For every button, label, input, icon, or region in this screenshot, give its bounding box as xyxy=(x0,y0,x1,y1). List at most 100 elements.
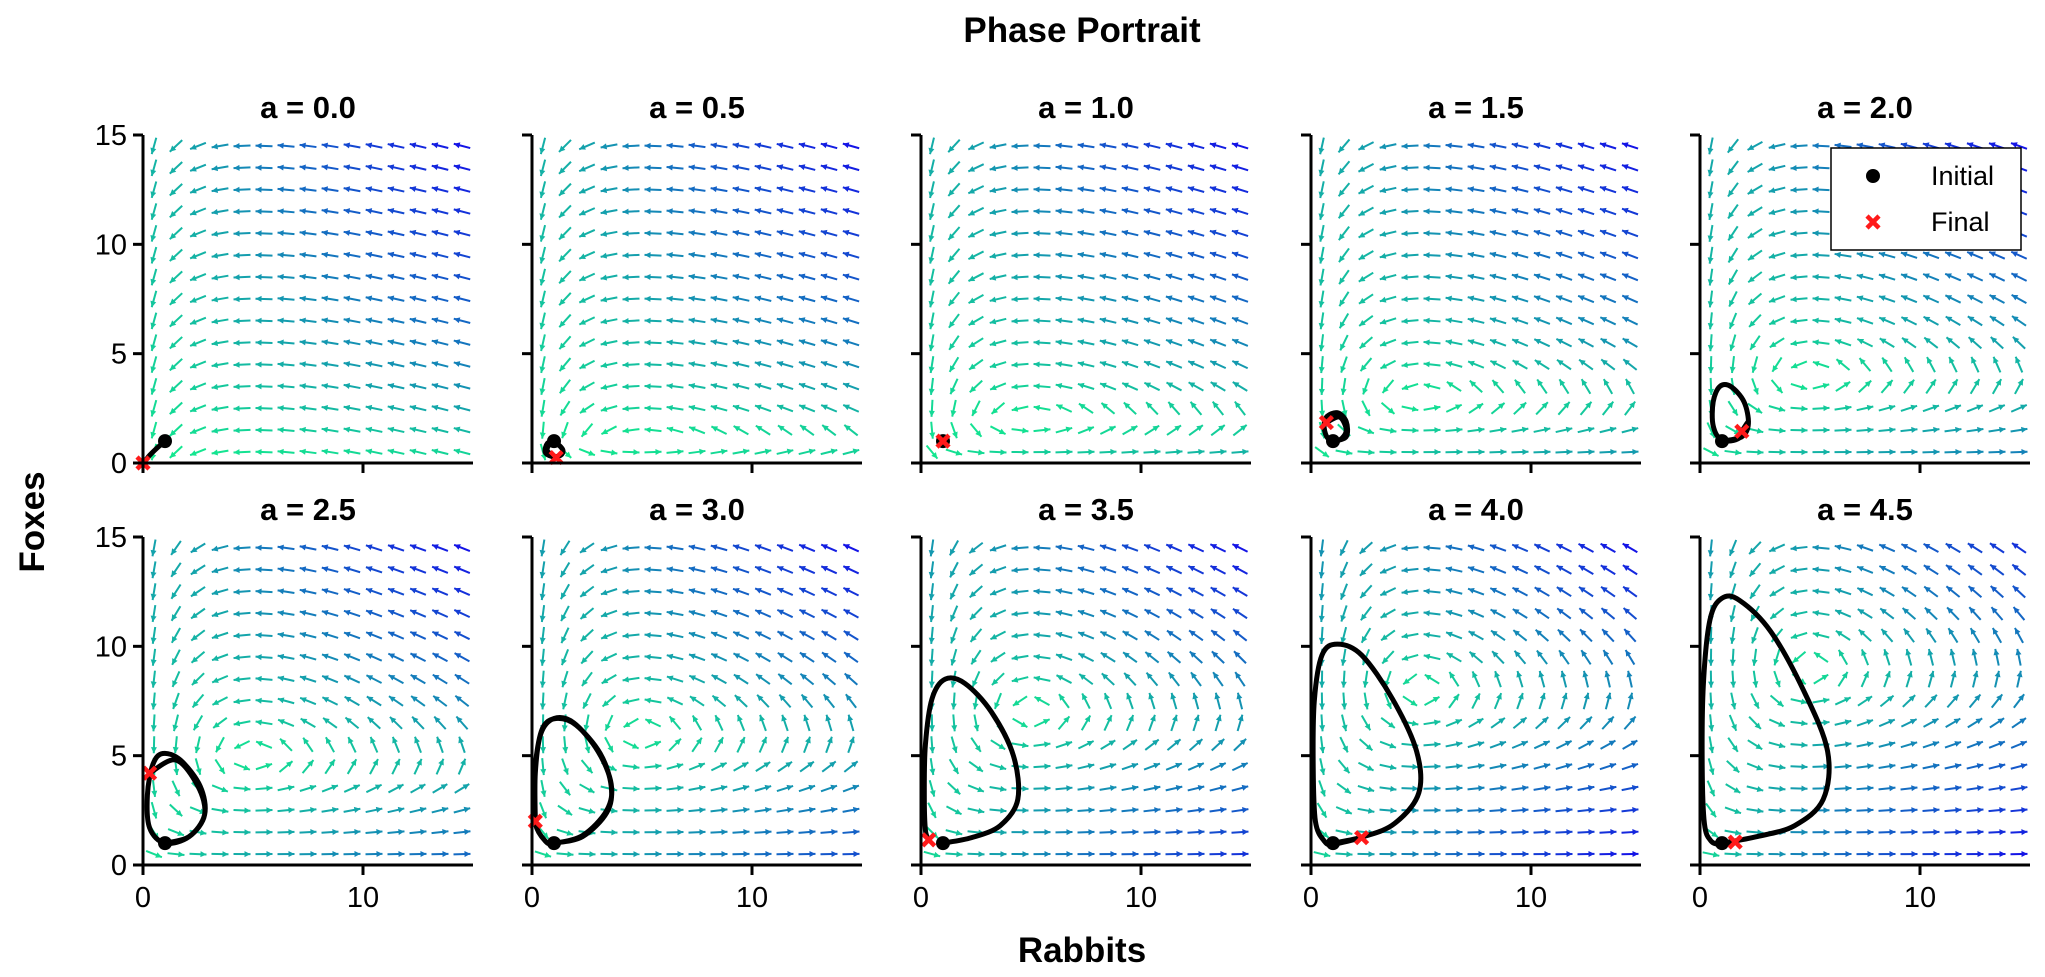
vector-arrowhead xyxy=(799,609,807,616)
vector-arrowhead xyxy=(755,609,762,616)
vector-arrowhead xyxy=(764,784,772,791)
vector-arrowhead xyxy=(288,851,295,858)
vector-arrowhead xyxy=(1020,721,1028,728)
vector-arrowhead xyxy=(831,851,838,858)
vector-arrowhead xyxy=(666,588,674,595)
vector-arrowhead xyxy=(277,317,284,324)
vector-arrowhead xyxy=(843,609,851,615)
vector-arrowhead xyxy=(1581,650,1588,657)
vector-arrowhead xyxy=(1174,425,1182,432)
vector-arrowhead xyxy=(1500,807,1507,814)
vector-arrowhead xyxy=(1534,565,1542,572)
vector-arrowhead xyxy=(1360,591,1367,598)
vector-arrowhead xyxy=(1790,296,1797,303)
vector-arrowhead xyxy=(1055,339,1062,346)
vector-arrowhead xyxy=(1150,714,1156,722)
vector-arrowhead xyxy=(1188,360,1195,367)
vector-arrowhead xyxy=(1232,544,1240,550)
vector-arrowhead xyxy=(579,209,586,216)
vector-arrowhead xyxy=(1923,565,1931,572)
vector-arrowhead xyxy=(387,317,395,324)
vector-arrowhead xyxy=(190,165,197,172)
vector-arrowhead xyxy=(710,588,718,594)
vector-arrowhead xyxy=(633,851,640,858)
panel-title: a = 0.0 xyxy=(260,90,356,125)
vector-arrowhead xyxy=(1423,566,1430,573)
vector-arrowhead xyxy=(1735,449,1742,456)
vector-arrowhead xyxy=(1578,586,1586,593)
vector-arrowhead xyxy=(1999,851,2006,858)
vector-arrowhead xyxy=(233,427,240,434)
vector-arrowhead xyxy=(851,761,858,768)
vector-arrowhead xyxy=(321,208,329,215)
vector-arrowhead xyxy=(1707,279,1714,286)
vector-arrowhead xyxy=(365,339,373,346)
vector-arrowhead xyxy=(989,209,997,215)
vector-arrowhead xyxy=(695,737,702,745)
vector-arrowhead xyxy=(150,409,157,417)
vector-arrowhead xyxy=(1055,230,1062,237)
vector-arrowhead xyxy=(1000,851,1007,858)
vector-arrowhead xyxy=(977,786,984,793)
vector-arrowhead xyxy=(1843,381,1851,388)
vector-arrowhead xyxy=(610,449,618,456)
vector-arrowhead xyxy=(370,736,376,744)
vector-arrowhead xyxy=(1044,829,1051,836)
vector-arrowhead xyxy=(1011,588,1018,595)
vector-arrowhead xyxy=(1801,405,1808,412)
initial-point xyxy=(1715,836,1729,851)
vector-arrowhead xyxy=(1364,409,1370,416)
vector-arrowhead xyxy=(1100,382,1107,389)
vector-arrowhead xyxy=(299,273,306,280)
vector-arrowhead xyxy=(622,632,629,639)
vector-arrowhead xyxy=(233,545,240,552)
vector-arrowhead xyxy=(1976,763,1984,769)
vector-arrowhead xyxy=(1727,167,1734,175)
vector-arrowhead xyxy=(310,829,317,836)
vector-arrowhead xyxy=(1165,339,1173,345)
vector-arrowhead xyxy=(1489,164,1497,171)
vector-arrowhead xyxy=(150,147,157,155)
vector-arrowhead xyxy=(667,697,674,703)
vector-arrowhead xyxy=(431,339,439,346)
vector-arrowhead xyxy=(1210,544,1218,550)
vector-arrowhead xyxy=(733,674,741,681)
vector-arrowhead xyxy=(1577,207,1585,214)
vector-arrowhead xyxy=(1577,142,1585,149)
vector-arrowhead xyxy=(1801,741,1808,748)
vector-arrowhead xyxy=(1729,366,1736,374)
vector-arrowhead xyxy=(1731,408,1738,416)
vector-arrowhead xyxy=(989,143,997,150)
vector-arrowhead xyxy=(989,296,997,303)
vector-arrowhead xyxy=(1622,229,1629,236)
vector-arrowhead xyxy=(211,274,219,281)
vector-arrowhead xyxy=(798,360,806,367)
vector-arrowhead xyxy=(1401,274,1408,281)
vector-arrowhead xyxy=(1564,740,1572,747)
vector-arrowhead xyxy=(666,426,674,433)
vector-arrowhead xyxy=(710,544,718,551)
vector-arrowhead xyxy=(1867,829,1874,836)
vector-arrowhead xyxy=(779,694,786,702)
vector-arrowhead xyxy=(1954,763,1962,769)
vector-arrowhead xyxy=(1511,142,1519,149)
vector-arrowhead xyxy=(539,147,546,155)
vector-arrowhead xyxy=(1790,567,1797,574)
vector-arrowhead xyxy=(277,544,284,551)
vector-arrowhead xyxy=(453,273,461,280)
vector-arrowhead xyxy=(539,410,546,417)
vector-arrowhead xyxy=(1412,763,1419,770)
vector-arrowhead xyxy=(622,654,629,661)
vector-arrowhead xyxy=(454,587,461,594)
vector-arrowhead xyxy=(1099,164,1107,171)
vector-arrowhead xyxy=(1599,229,1607,236)
vector-arrowhead xyxy=(375,806,383,813)
vector-arrowhead xyxy=(1412,427,1419,434)
vector-arrowhead xyxy=(233,698,240,705)
vector-arrowhead xyxy=(374,784,382,791)
vector-arrowhead xyxy=(387,251,395,258)
vector-arrowhead xyxy=(1380,340,1387,347)
vector-arrowhead xyxy=(1707,572,1714,579)
vector-arrowhead xyxy=(1778,406,1786,412)
vector-arrowhead xyxy=(842,360,850,367)
